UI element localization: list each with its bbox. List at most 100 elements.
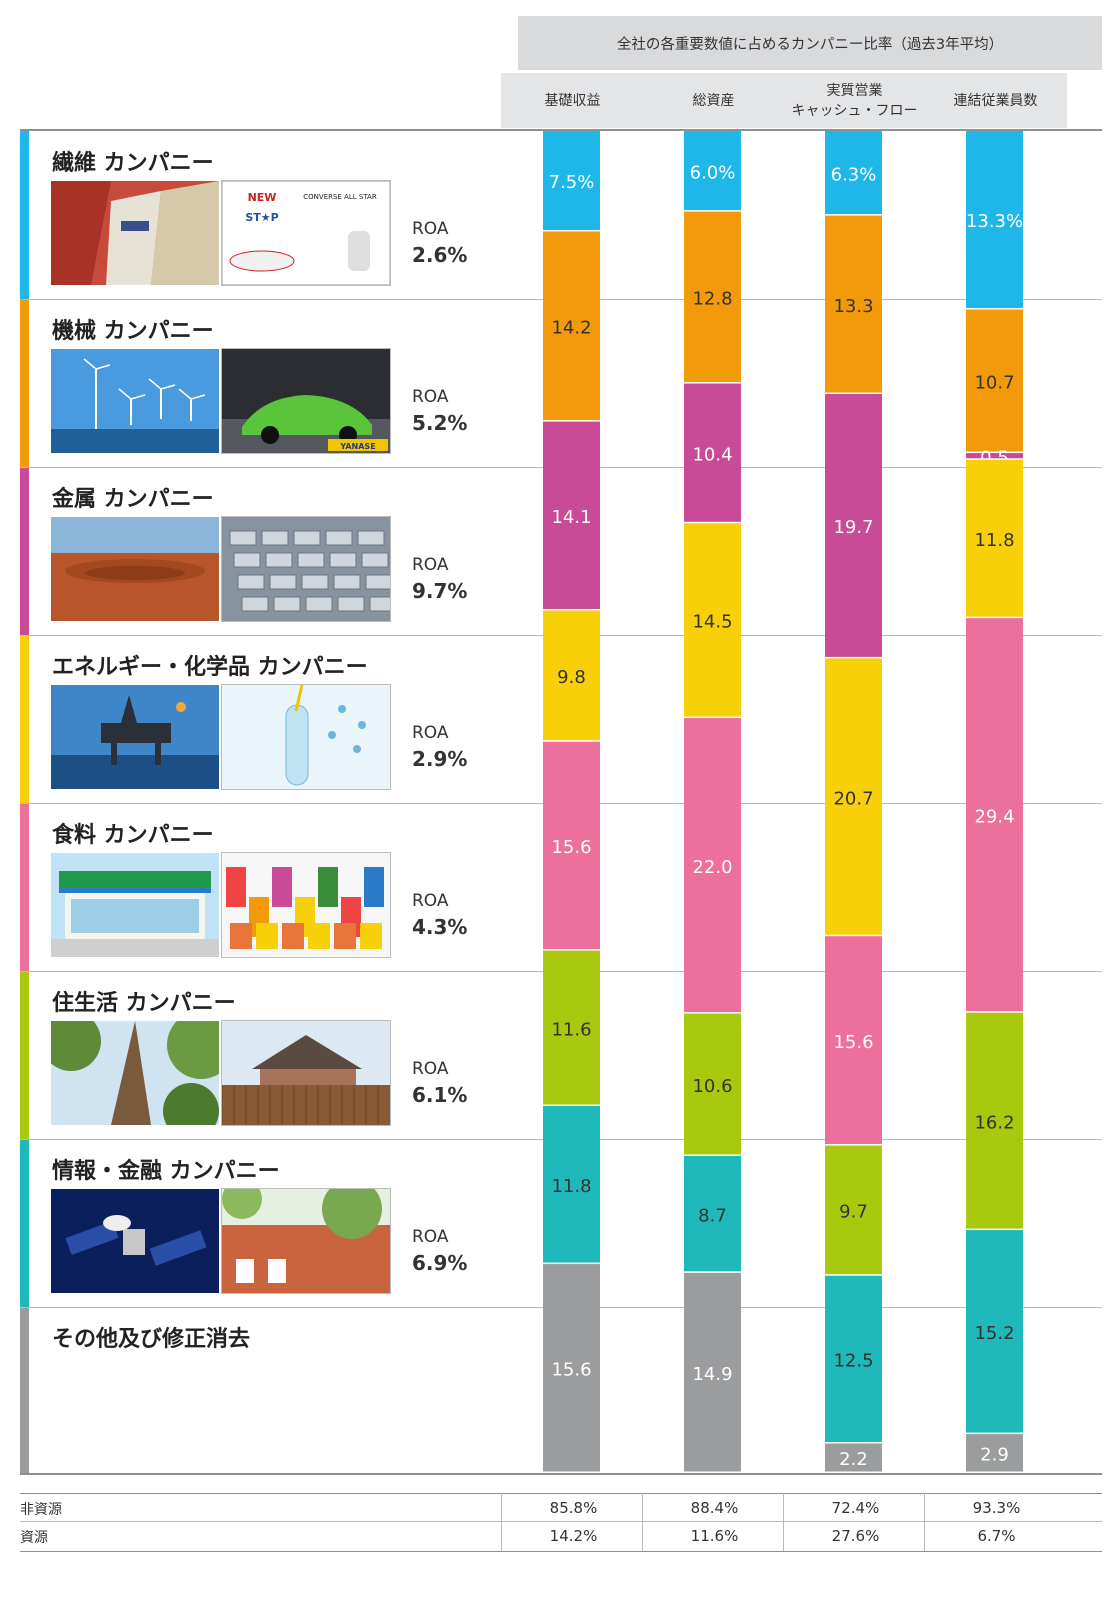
dole-food-products-photo xyxy=(221,852,391,958)
table-cell: 72.4% xyxy=(831,1499,880,1517)
bar-value-label: 22.0 xyxy=(692,857,732,878)
satellite-in-orbit-photo xyxy=(51,1189,219,1293)
bar-segment xyxy=(966,131,1023,308)
bar-value-label: 6.3% xyxy=(831,164,877,185)
table-column-divider xyxy=(501,1493,502,1551)
roa-label: ROA xyxy=(412,387,449,407)
bar-segment xyxy=(825,131,882,215)
bar-segment xyxy=(825,1275,882,1442)
bar-value-label: 7.5% xyxy=(549,172,595,193)
bar-value-label: 11.6 xyxy=(551,1019,591,1040)
roa-value: 4.3% xyxy=(412,915,468,939)
roa-label: ROA xyxy=(412,1227,449,1247)
bar-segment xyxy=(684,1013,741,1155)
roa-value: 9.7% xyxy=(412,579,468,603)
roa-label: ROA xyxy=(412,1059,449,1079)
table-row-label: 資源 xyxy=(20,1530,48,1546)
segment-color-stripe xyxy=(20,467,29,635)
column-header: 総資産 xyxy=(642,73,785,128)
table-cell: 6.7% xyxy=(977,1527,1016,1545)
bar-value-label: 12.8 xyxy=(692,289,732,310)
table-cell: 85.8% xyxy=(549,1499,598,1517)
roa-value: 6.1% xyxy=(412,1083,468,1107)
bar-segment xyxy=(684,211,741,383)
segment-name: 情報・金融 カンパニー xyxy=(52,1159,280,1184)
bar-value-label: 15.6 xyxy=(833,1032,873,1053)
bar-segment xyxy=(684,1272,741,1472)
table-rule xyxy=(20,1493,1102,1494)
house-with-fence-photo xyxy=(221,1020,391,1126)
bar-segment xyxy=(543,610,600,741)
bar-value-label: 16.2 xyxy=(974,1112,1014,1133)
bar-value-label: 14.2 xyxy=(551,318,591,339)
bar-segment xyxy=(966,453,1023,459)
bar-segment xyxy=(825,215,882,393)
bar-value-label: 2.9 xyxy=(980,1445,1009,1466)
bar-segment xyxy=(684,523,741,717)
table-column-divider xyxy=(783,1493,784,1551)
bar-value-label: 10.4 xyxy=(692,444,732,465)
bar-value-label: 15.6 xyxy=(551,1360,591,1381)
roa-label: ROA xyxy=(412,555,449,575)
table-column-divider xyxy=(642,1493,643,1551)
bar-segment xyxy=(825,658,882,935)
bar-segment xyxy=(825,936,882,1145)
table-cell: 11.6% xyxy=(690,1527,739,1545)
bar-value-label: 13.3% xyxy=(966,211,1023,232)
column-header: 連結従業員数 xyxy=(924,73,1067,128)
svg-text:YANASE: YANASE xyxy=(339,442,375,451)
bar-value-label: 14.1 xyxy=(551,507,591,528)
aluminum-ingots-photo xyxy=(221,516,391,622)
offshore-wind-turbines-photo xyxy=(51,349,219,453)
forest-trees-photo xyxy=(51,1021,219,1125)
svg-text:CONVERSE ALL STAR: CONVERSE ALL STAR xyxy=(303,193,377,201)
roa-value: 2.9% xyxy=(412,747,468,771)
table-cell: 88.4% xyxy=(690,1499,739,1517)
bar-segment xyxy=(543,131,600,230)
bar-value-label: 9.7 xyxy=(839,1202,868,1223)
bar-segment xyxy=(966,459,1023,617)
segment-color-stripe xyxy=(20,131,29,299)
roa-label: ROA xyxy=(412,723,449,743)
svg-text:ST★P: ST★P xyxy=(245,211,278,224)
bar-value-label: 6.0% xyxy=(690,162,736,183)
bar-value-label: 15.2 xyxy=(974,1323,1014,1344)
bar-segment xyxy=(825,1145,882,1275)
bar-segment xyxy=(684,718,741,1013)
bar-segment xyxy=(966,1012,1023,1229)
segment-color-stripe xyxy=(20,299,29,467)
textile-shopping-bags-photo xyxy=(51,181,219,285)
bar-segment xyxy=(684,1155,741,1272)
roa-label: ROA xyxy=(412,891,449,911)
segment-name: 住生活 カンパニー xyxy=(52,991,236,1016)
bar-value-label: 29.4 xyxy=(974,806,1014,827)
segment-name: その他及び修正消去 xyxy=(52,1327,251,1352)
open-pit-mine-photo xyxy=(51,517,219,621)
test-tube-chemistry-photo xyxy=(221,684,391,790)
converse-all-star-ad-photo: NEW ST★P CONVERSE ALL STAR xyxy=(221,180,391,286)
bar-value-label: 12.5 xyxy=(833,1351,873,1372)
bar-segment xyxy=(825,1443,882,1472)
roa-label: ROA xyxy=(412,219,449,239)
convenience-store-photo xyxy=(51,853,219,957)
bar-segment xyxy=(966,309,1023,452)
bar-value-label: 15.6 xyxy=(551,837,591,858)
roa-value: 6.9% xyxy=(412,1251,468,1275)
segment-name: 食料 カンパニー xyxy=(52,823,214,848)
table-row-label: 非資源 xyxy=(20,1502,62,1518)
bar-segment xyxy=(966,618,1023,1012)
bar-value-label: 10.7 xyxy=(974,372,1014,393)
bar-value-label: 9.8 xyxy=(557,667,586,688)
segment-color-stripe xyxy=(20,971,29,1139)
bar-segment xyxy=(966,1434,1023,1472)
column-header: 基礎収益 xyxy=(501,73,644,128)
segment-color-stripe xyxy=(20,803,29,971)
segment-color-stripe xyxy=(20,635,29,803)
chart-bottom-rule xyxy=(20,1473,1102,1475)
bar-value-label: 8.7 xyxy=(698,1205,727,1226)
bar-segment xyxy=(543,1264,600,1472)
table-rule xyxy=(20,1521,1102,1522)
table-cell: 27.6% xyxy=(831,1527,880,1545)
bar-value-label: 13.3 xyxy=(833,296,873,317)
